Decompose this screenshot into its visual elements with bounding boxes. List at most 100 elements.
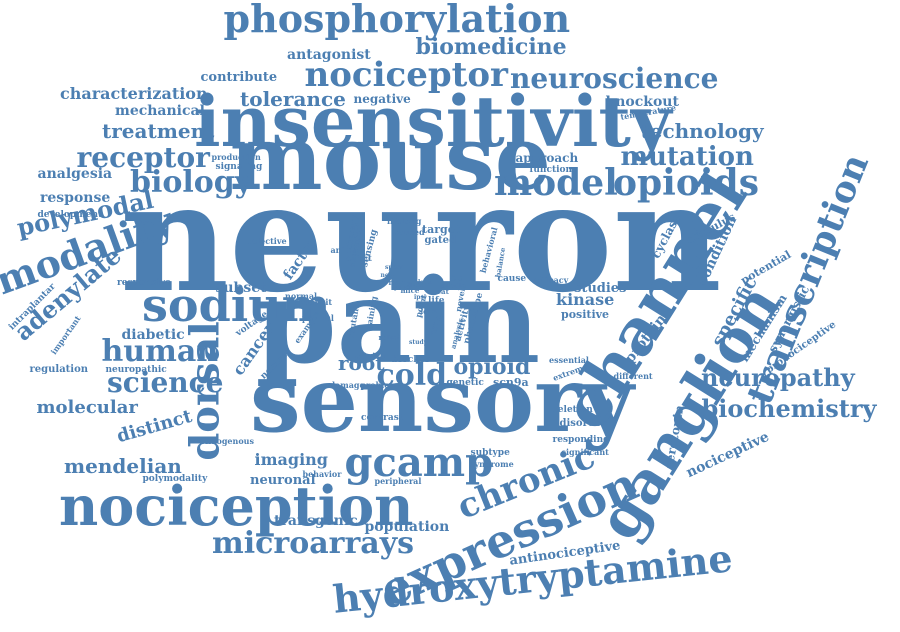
word-studies: studies xyxy=(574,280,627,296)
word-pups: pups xyxy=(394,284,411,291)
word-normal: normal xyxy=(285,291,318,301)
word-cause: cause xyxy=(497,273,527,284)
word-neuroscience: neuroscience xyxy=(510,62,719,95)
word-painful: painful xyxy=(302,313,334,323)
word-approach: approach xyxy=(515,151,579,165)
word-insensitivity: insensitivity xyxy=(194,80,672,163)
word-nociception: nociception xyxy=(59,474,414,538)
word-mice: mice xyxy=(400,285,420,295)
word-lives: lives xyxy=(407,282,423,289)
word-diabetic: diabetic xyxy=(121,327,185,343)
word-scn9a: scn9a xyxy=(493,375,529,389)
word-contribute: contribute xyxy=(200,69,278,85)
word-biochemistry: biochemistry xyxy=(701,394,877,423)
word-lifelong: lifelong xyxy=(387,216,422,226)
word-problem: problem xyxy=(360,380,398,390)
word-significant: significant xyxy=(561,447,609,457)
word-neuron: neuron xyxy=(120,150,722,326)
word-different: different xyxy=(613,371,653,381)
word-heat: heat xyxy=(431,286,449,296)
word-signaling: signaling xyxy=(215,161,263,172)
word-polymodality: polymodality xyxy=(142,473,208,484)
word-lack: lack xyxy=(418,279,432,286)
word-mutation: mutation xyxy=(620,142,754,172)
word-deletion: deletion xyxy=(551,404,593,415)
word-sodium: sodium xyxy=(142,278,331,332)
word-mouse: mouse xyxy=(229,106,551,210)
word-kinase: kinase xyxy=(556,290,615,309)
word-regulation: regulation xyxy=(29,364,89,375)
word-endogenous: endogenous xyxy=(200,436,254,446)
word-gated: gated xyxy=(424,235,456,246)
word-model: model xyxy=(494,162,618,204)
word-response: response xyxy=(40,190,111,206)
word-tolerance: tolerance xyxy=(240,87,346,111)
word-essential: essential xyxy=(549,355,589,365)
word-subset: subset xyxy=(215,280,267,296)
word-relief: relief xyxy=(378,332,400,342)
word-biology: biology xyxy=(130,165,253,200)
word-root: root xyxy=(338,351,385,375)
word-selective: selective xyxy=(247,236,287,246)
word-technology: technology xyxy=(640,119,764,143)
word-efficacy: efficacy xyxy=(534,275,569,285)
word-opioids: opioids xyxy=(613,162,759,204)
word-development: development xyxy=(37,209,103,220)
word-biomedicine: biomedicine xyxy=(415,34,567,60)
word-analgesia: analgesia xyxy=(37,166,113,182)
word-human: human xyxy=(101,334,219,369)
word-negative: negative xyxy=(353,92,411,106)
word-ipsi: ipsi xyxy=(414,294,427,301)
word-subtype: subtype xyxy=(470,447,510,458)
word-neuronal: neuronal xyxy=(250,472,316,488)
word-caused: caused xyxy=(393,227,425,237)
word-effect: effect xyxy=(346,253,372,263)
word-production: production xyxy=(211,152,261,162)
word-damage: damage xyxy=(329,380,365,390)
word-opioid: opioid xyxy=(453,354,531,380)
word-cold: cold xyxy=(376,358,448,393)
word-disorder: disorder xyxy=(559,418,607,429)
word-population: population xyxy=(364,519,450,535)
word-knockout: knockout xyxy=(605,94,679,110)
word-loss: loss xyxy=(420,306,436,316)
word-syndrome: syndrome xyxy=(470,459,514,469)
word-characterization: characterization xyxy=(60,84,208,103)
word-treatment: treatment xyxy=(102,119,215,143)
word-function: function xyxy=(529,164,573,175)
word-target: target xyxy=(422,222,460,236)
word-phosphorylation: phosphorylation xyxy=(223,0,571,41)
word-neuropathy: neuropathy xyxy=(701,363,855,392)
word-many: many xyxy=(388,277,410,287)
word-study: study xyxy=(409,339,428,346)
word-positive: positive xyxy=(561,307,610,321)
word-mendelian: mendelian xyxy=(64,454,182,478)
word-responding: responding xyxy=(552,434,610,445)
word-sensory: sensory xyxy=(250,347,634,453)
word-blocker: blocker xyxy=(392,354,430,365)
word-responsive: responsive xyxy=(117,277,171,288)
word-imaging: imaging xyxy=(254,450,328,469)
word-science: science xyxy=(107,366,224,399)
word-receptor: receptor xyxy=(76,141,210,174)
word-microarrays: microarrays xyxy=(212,526,415,561)
word-pain: pain xyxy=(255,254,541,390)
word-nociceptor: nociceptor xyxy=(304,55,508,95)
word-clinical: clinical xyxy=(355,351,389,361)
word-genetic: genetic xyxy=(446,377,484,388)
word-gcamp: gcamp xyxy=(344,439,494,486)
word-contrast: contrast xyxy=(361,412,403,423)
word-cell: cell xyxy=(450,273,471,284)
word-behavior: behavior xyxy=(302,469,342,479)
word-molecular: molecular xyxy=(36,397,138,418)
word-transgenic: transgenic xyxy=(274,513,358,529)
word-profile: profile xyxy=(440,280,466,290)
word-deficit: deficit xyxy=(304,297,333,307)
word-neuropathic: neuropathic xyxy=(105,364,167,375)
word-peripheral: peripheral xyxy=(374,476,422,486)
word-animal: animal xyxy=(330,245,362,255)
word-new: new xyxy=(380,272,394,279)
word-specs: specs xyxy=(385,264,404,271)
word-life: life xyxy=(428,295,445,306)
